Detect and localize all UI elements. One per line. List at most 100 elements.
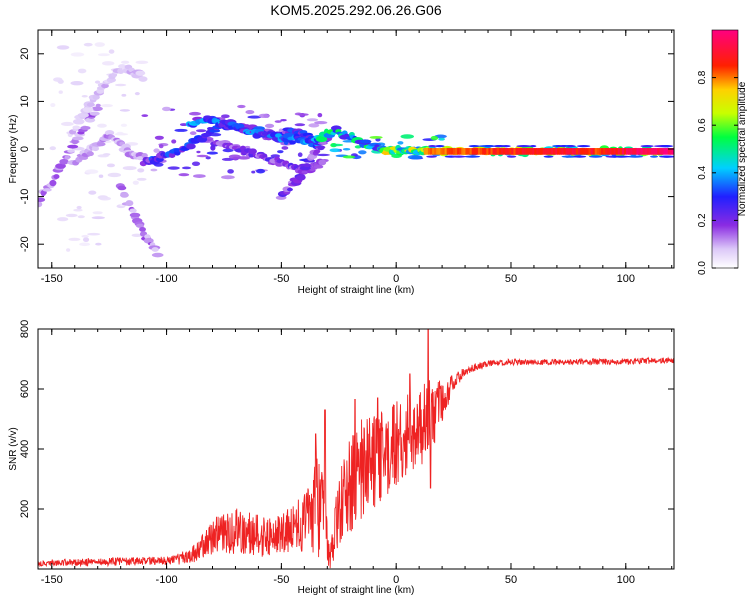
- spectrogram-cell: [40, 190, 47, 196]
- spectrogram-cell: [248, 148, 257, 155]
- carrier-cell: [528, 148, 531, 155]
- spectrogram-cell: [49, 179, 57, 187]
- y-tick-label: -20: [19, 236, 31, 252]
- spectrogram-blob: [227, 169, 234, 174]
- spectrogram-blob: [114, 83, 127, 87]
- spectrogram-blob: [294, 123, 306, 127]
- spectrogram-cell: [186, 143, 196, 150]
- carrier-cell: [423, 148, 427, 155]
- spectrogram-blob: [281, 146, 289, 150]
- spectrogram-cell: [55, 163, 66, 169]
- snr-background: [38, 329, 674, 569]
- carrier-cell: [538, 148, 542, 155]
- spectrogram-blob: [247, 115, 262, 119]
- carrier-cell: [628, 148, 631, 155]
- spectrogram-y-ticks: -20 -10 0 10 20: [19, 48, 674, 252]
- carrier-cell: [667, 148, 671, 155]
- spectrogram-cell: [89, 111, 100, 116]
- spectrogram-cell: [77, 112, 89, 118]
- carrier-cell: [467, 148, 471, 155]
- spectrogram-blob: [95, 242, 102, 246]
- spectrogram-blob: [73, 208, 83, 212]
- spectrogram-blob: [317, 113, 323, 118]
- spectrogram-blob: [205, 156, 211, 160]
- carrier-cell: [617, 148, 621, 155]
- carrier-cell: [657, 148, 661, 155]
- carrier-cell: [488, 148, 492, 155]
- carrier-cell: [548, 148, 552, 155]
- spectrogram-x-ticks: -150 -100 -50 0 50 100: [41, 30, 673, 285]
- spectrogram-blob: [88, 190, 97, 195]
- carrier-cell: [582, 148, 585, 155]
- spectrogram-blob: [196, 154, 209, 158]
- carrier-cell: [544, 148, 548, 155]
- x-tick-label: -150: [41, 273, 63, 285]
- x-tick-label: 50: [505, 273, 517, 285]
- spectrogram-blob: [256, 168, 266, 174]
- spectrogram-cell: [301, 170, 308, 174]
- spectrogram-blob: [342, 148, 351, 151]
- spectrogram-cell: [135, 223, 145, 228]
- y-tick-label: 20: [19, 48, 31, 60]
- carrier-halo: [428, 145, 437, 148]
- colorbar-ticks: 0.0 0.2 0.4 0.6 0.8: [697, 70, 738, 275]
- spectrogram-blob: [167, 166, 180, 170]
- carrier-halo: [495, 145, 506, 148]
- carrier-halo: [627, 155, 644, 158]
- spectrogram-blob: [81, 234, 89, 238]
- spectrogram-cell: [101, 83, 109, 89]
- spectrogram-blob: [70, 52, 85, 57]
- carrier-cell: [563, 148, 567, 155]
- carrier-cell: [507, 148, 510, 155]
- carrier-cell: [480, 148, 483, 155]
- carrier-cell: [427, 148, 431, 155]
- colorbar-tick-label: 0.0: [697, 261, 708, 275]
- colorbar-tick-label: 0.6: [697, 118, 708, 132]
- carrier-halo: [561, 155, 579, 158]
- carrier-cell: [598, 148, 602, 155]
- spectrogram-blob: [193, 174, 206, 178]
- spectrogram-blob: [438, 137, 445, 141]
- spectrogram-blob: [158, 144, 164, 149]
- spectrogram-blob: [92, 211, 103, 215]
- carrier-halo: [588, 155, 603, 158]
- carrier-cell: [477, 148, 481, 155]
- snr-marks: [38, 329, 674, 569]
- spectrogram-cell: [38, 201, 43, 208]
- spectrogram-blob: [135, 60, 149, 64]
- spectrogram-blob: [196, 150, 201, 154]
- spectrogram-cell: [313, 164, 324, 169]
- carrier-halo: [613, 155, 630, 158]
- spectrogram-blob: [97, 53, 110, 57]
- y-tick-label: 0: [19, 146, 31, 152]
- spectrogram-cell: [91, 106, 103, 112]
- spectrogram-blob: [68, 237, 81, 241]
- carrier-cell: [557, 148, 560, 155]
- spectrogram-blob: [122, 166, 137, 171]
- spectrogram-blob: [308, 123, 320, 128]
- spectrogram-cell: [104, 130, 115, 136]
- colorbar-tick-label: 0.4: [697, 165, 708, 179]
- carrier-cell: [626, 148, 629, 155]
- carrier-cell: [546, 148, 550, 155]
- carrier-cell: [513, 148, 517, 155]
- carrier-cell: [436, 148, 439, 155]
- spectrogram-blob: [94, 42, 105, 47]
- carrier-cell: [482, 148, 485, 155]
- spectrogram-blob: [76, 205, 82, 210]
- carrier-cell: [592, 148, 596, 155]
- carrier-cell: [475, 148, 479, 155]
- spectrogram-blob: [342, 155, 356, 159]
- spectrogram-blob: [245, 110, 255, 115]
- carrier-cell: [473, 148, 477, 155]
- carrier-halo: [649, 155, 659, 158]
- spectrogram-blob: [70, 80, 84, 86]
- spectrogram-cell: [67, 144, 79, 149]
- spectrogram-blob: [77, 68, 87, 74]
- spectrogram-cell: [135, 70, 146, 76]
- carrier-cell: [442, 148, 446, 155]
- carrier-cell: [450, 148, 454, 155]
- spectrogram-blob: [306, 118, 319, 122]
- spectrogram-blob: [407, 155, 422, 160]
